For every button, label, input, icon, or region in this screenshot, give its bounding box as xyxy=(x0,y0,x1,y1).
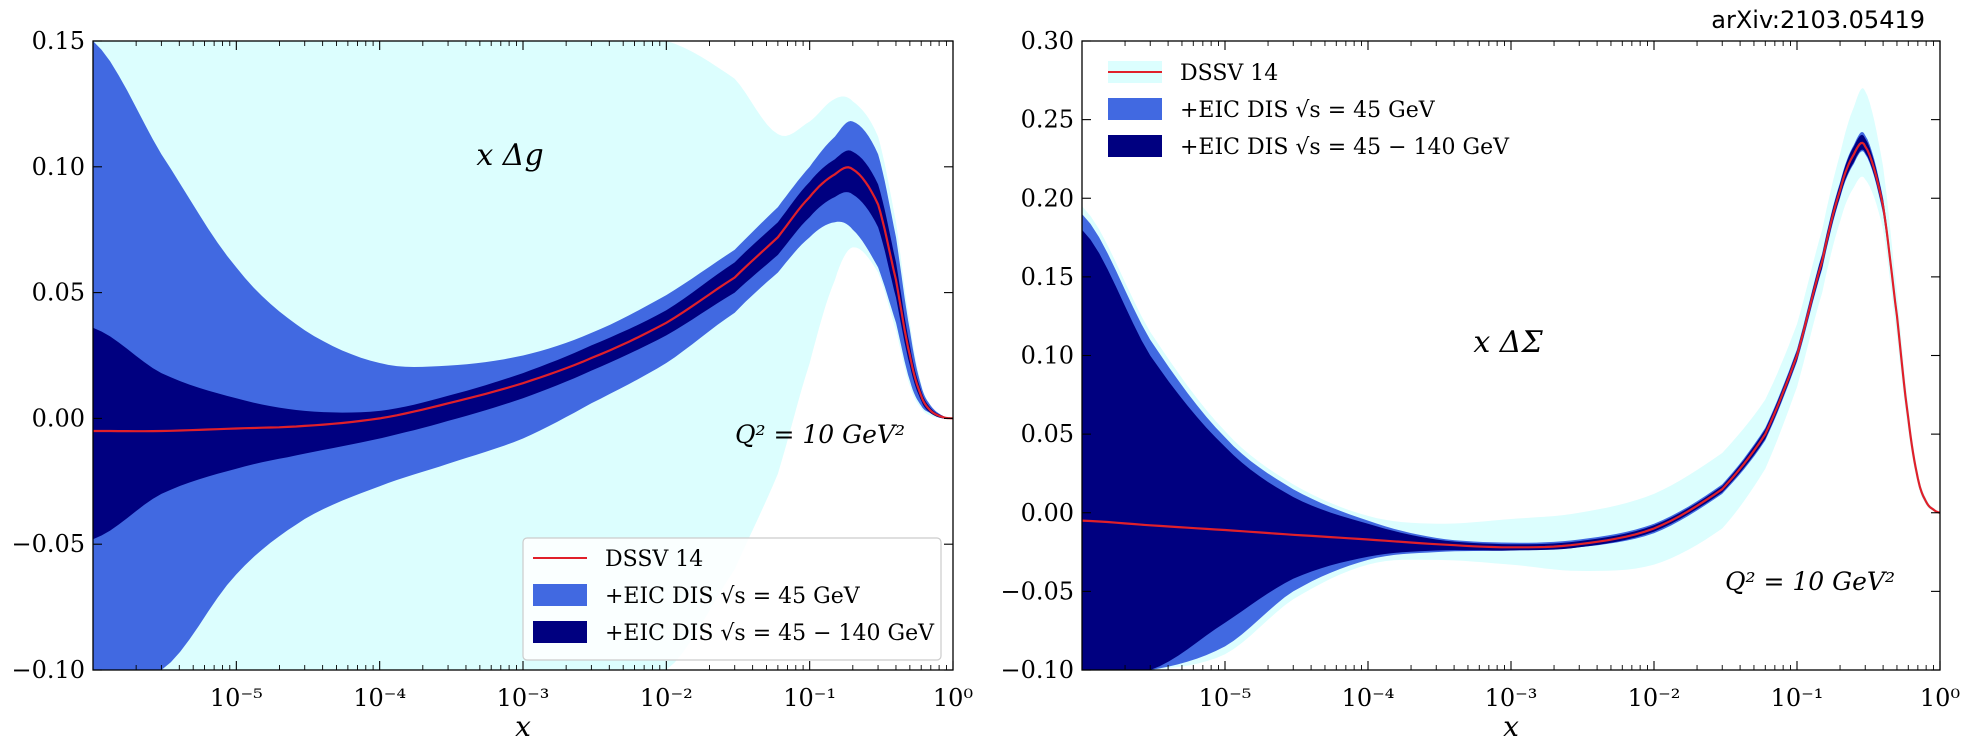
y-tick-label: −0.05 xyxy=(1000,577,1074,605)
legend-label: +EIC DIS √s = 45 − 140 GeV xyxy=(605,621,935,646)
legend-swatch-eic-45 xyxy=(1108,98,1162,120)
y-tick-label: −0.10 xyxy=(11,656,85,684)
y-tick-label: 0.00 xyxy=(1021,499,1074,527)
x-tick-label: 10⁻¹ xyxy=(783,684,836,712)
y-tick-label: 0.20 xyxy=(1021,184,1074,212)
y-tick-label: −0.05 xyxy=(11,530,85,558)
legend-label: +EIC DIS √s = 45 − 140 GeV xyxy=(1180,135,1510,160)
x-axis-label: x xyxy=(1503,710,1519,743)
x-tick-label: 10⁻⁵ xyxy=(1199,684,1252,712)
dssv14-central-line xyxy=(1082,141,1940,549)
legend-swatch-eic-45-140 xyxy=(533,621,587,643)
panel-label: x Δg xyxy=(476,138,543,173)
legend-label: +EIC DIS √s = 45 GeV xyxy=(605,584,861,609)
source-label: arXiv:2103.05419 xyxy=(1711,6,1925,34)
panel-label: x ΔΣ xyxy=(1473,325,1543,360)
eic-45-140-band xyxy=(93,150,953,540)
y-tick-label: 0.25 xyxy=(1021,106,1074,134)
y-tick-label: 0.15 xyxy=(1021,263,1074,291)
x-tick-label: 10⁻⁴ xyxy=(1342,684,1395,712)
legend-label: DSSV 14 xyxy=(1180,61,1278,86)
x-tick-label: 10⁻⁴ xyxy=(353,684,406,712)
legend-label: +EIC DIS √s = 45 GeV xyxy=(1180,98,1436,123)
plot-area xyxy=(1082,88,1940,670)
legend: DSSV 14 +EIC DIS √s = 45 GeV +EIC DIS √s =… xyxy=(1108,61,1510,160)
y-tick-label: 0.15 xyxy=(32,27,85,55)
legend: DSSV 14 +EIC DIS √s = 45 GeV +EIC DIS √s =… xyxy=(522,537,942,661)
x-tick-label: 10⁻⁵ xyxy=(210,684,263,712)
legend-box xyxy=(522,537,942,661)
x-tick-label: 10⁻³ xyxy=(1485,684,1538,712)
y-tick-label: −0.10 xyxy=(1000,656,1074,684)
x-tick-label: 10⁻² xyxy=(640,684,693,712)
y-tick-label: 0.30 xyxy=(1021,27,1074,55)
y-tick-label: 0.10 xyxy=(32,153,85,181)
x-axis-label: x xyxy=(515,710,531,743)
y-tick-label: 0.05 xyxy=(1021,420,1074,448)
q2-annotation: Q² = 10 GeV² xyxy=(735,420,905,449)
x-tick-label: 10⁻² xyxy=(1628,684,1681,712)
plot-area xyxy=(93,41,953,670)
y-tick-label: 0.10 xyxy=(1021,342,1074,370)
legend-swatch-eic-45-140 xyxy=(1108,135,1162,157)
legend-label: DSSV 14 xyxy=(605,547,703,572)
eic-45-140-band xyxy=(1082,134,1940,670)
chart-panel-2: 10⁻⁵ 10⁻⁴ 10⁻³ 10⁻² 10⁻¹ 10⁰ −0.10 −0.05 0.00 0.0… xyxy=(1000,27,1960,743)
q2-annotation: Q² = 10 GeV² xyxy=(1725,567,1895,596)
chart-panel-1: 10⁻⁵ 10⁻⁴ 10⁻³ 10⁻² 10⁻¹ 10⁰ −0.10 −0.05 0.00 0.0… xyxy=(11,27,973,743)
y-tick-label: 0.05 xyxy=(32,279,85,307)
x-tick-label: 10⁻³ xyxy=(497,684,550,712)
legend-swatch-eic-45 xyxy=(533,584,587,606)
x-tick-label: 10⁻¹ xyxy=(1771,684,1824,712)
y-tick-label: 0.00 xyxy=(32,404,85,432)
x-tick-label: 10⁰ xyxy=(933,684,973,712)
dssv14-central-line xyxy=(93,166,953,433)
x-tick-label: 10⁰ xyxy=(1920,684,1960,712)
eic-45-band xyxy=(93,41,953,670)
